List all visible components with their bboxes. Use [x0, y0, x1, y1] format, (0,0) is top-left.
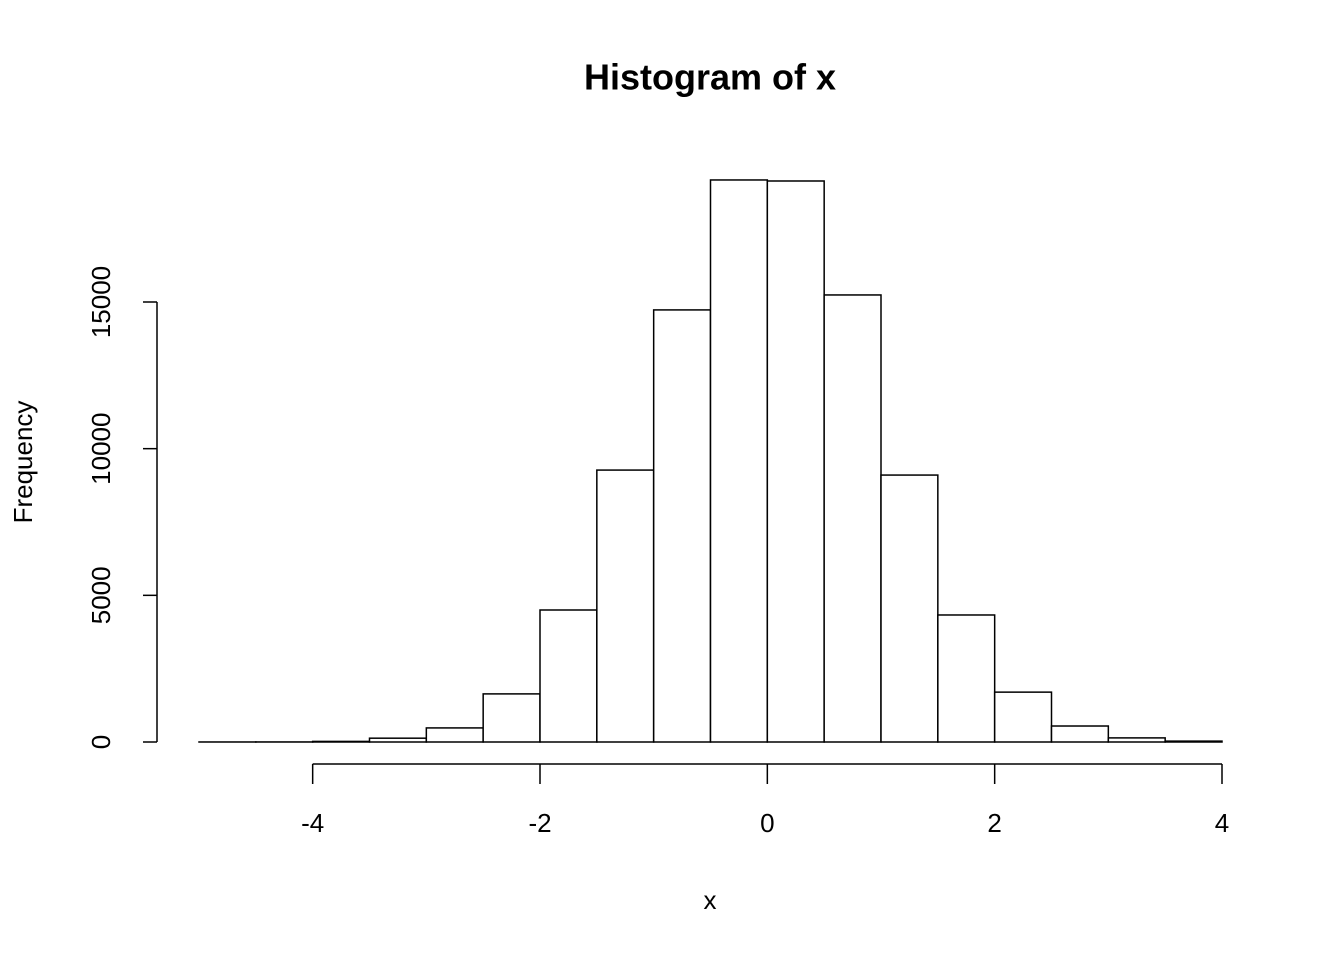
bar [1164, 740, 1223, 743]
bar [596, 469, 655, 743]
y-tick-label: 0 [86, 735, 116, 749]
bar [993, 691, 1053, 743]
x-tick-label: 0 [760, 808, 774, 838]
x-axis-label: x [704, 885, 717, 915]
bar [1050, 725, 1110, 743]
chart-title: Histogram of x [584, 57, 836, 98]
y-axis-label: Frequency [8, 401, 38, 524]
bar [823, 294, 882, 743]
bar [482, 693, 541, 743]
x-tick-label: -4 [301, 808, 324, 838]
bar [368, 737, 428, 743]
y-tick-label: 10000 [86, 413, 116, 485]
bar [880, 474, 939, 743]
y-tick-label: 5000 [86, 566, 116, 624]
x-tick-label: -2 [528, 808, 551, 838]
bar [709, 179, 769, 743]
bar [425, 727, 484, 743]
x-tick-label: 2 [987, 808, 1001, 838]
bar [937, 614, 996, 743]
bar [652, 309, 712, 743]
bar [766, 180, 825, 743]
bar [539, 609, 598, 743]
bar [1107, 737, 1166, 743]
y-tick-label: 15000 [86, 266, 116, 338]
x-tick-label: 4 [1215, 808, 1229, 838]
bar [311, 740, 371, 743]
